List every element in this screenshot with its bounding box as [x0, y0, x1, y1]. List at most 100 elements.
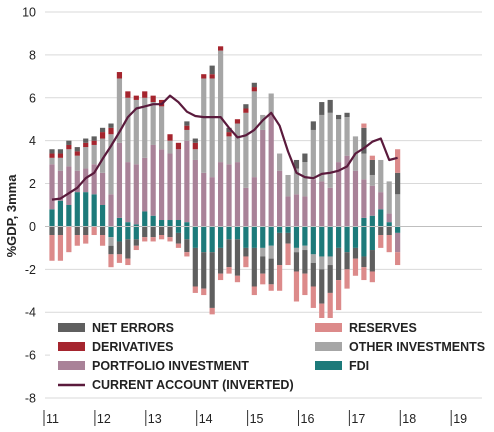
- fdi-bar-segment: [327, 226, 333, 257]
- fdi-bar-segment: [369, 215, 375, 227]
- legend-swatch: [315, 342, 342, 351]
- reserves-bar-segment: [310, 286, 316, 308]
- reserves-bar-segment: [336, 280, 342, 311]
- y-tick-label: -4: [25, 306, 36, 320]
- reserves-bar-segment: [243, 256, 249, 268]
- net-errors-bar-segment: [167, 226, 173, 238]
- x-tick-label: 14: [199, 412, 213, 426]
- derivatives-bar-segment: [184, 125, 190, 130]
- portfolio-bar-segment: [167, 153, 173, 221]
- derivatives-bar-segment: [150, 95, 156, 103]
- legend-label: FDI: [349, 359, 369, 373]
- net-errors-bar-segment: [361, 127, 367, 154]
- net-errors-bar-segment: [293, 252, 300, 272]
- other-bar-segment: [158, 106, 165, 150]
- fdi-bar-segment: [49, 209, 55, 227]
- reserves-bar-segment: [327, 292, 333, 323]
- current-account-line: [51, 94, 398, 201]
- reserves-bar-segment: [167, 237, 173, 242]
- derivatives-bar-segment: [251, 87, 257, 92]
- fdi-bar-segment: [167, 220, 173, 227]
- derivatives-bar-segment: [167, 134, 173, 141]
- legend: NET ERRORS RESERVES DERIVATIVES OTHER INVES…: [50, 318, 488, 394]
- fdi-bar-segment: [251, 226, 257, 248]
- reserves-bar-segment: [361, 123, 367, 128]
- net-errors-bar-segment: [57, 149, 64, 154]
- other-bar-segment: [142, 97, 148, 158]
- x-tick-label: 18: [402, 412, 416, 426]
- reserves-bar-segment: [133, 245, 139, 251]
- fdi-bar-segment: [57, 200, 64, 227]
- net-errors-bar-segment: [251, 82, 257, 88]
- derivatives-bar-segment: [108, 127, 114, 135]
- net-errors-bar-segment: [243, 247, 249, 257]
- derivatives-bar-segment: [49, 153, 55, 158]
- portfolio-bar-segment: [302, 196, 308, 227]
- reserves-bar-segment: [293, 271, 300, 302]
- derivatives-bar-segment: [243, 108, 249, 113]
- other-bar-segment: [91, 144, 97, 165]
- portfolio-bar-segment: [327, 187, 333, 227]
- net-errors-bar-segment: [369, 159, 375, 175]
- net-errors-bar-segment: [66, 140, 72, 145]
- other-bar-segment: [99, 138, 106, 173]
- portfolio-bar-segment: [91, 164, 97, 195]
- fdi-bar-segment: [352, 226, 359, 248]
- y-tick-label: 4: [29, 134, 36, 148]
- reserves-bar-segment: [302, 273, 308, 296]
- fdi-bar-segment: [108, 226, 114, 238]
- net-errors-bar-segment: [319, 269, 325, 304]
- net-errors-bar-segment: [158, 226, 165, 236]
- portfolio-bar-segment: [158, 149, 165, 221]
- net-errors-bar-segment: [310, 262, 316, 287]
- x-tick-label: 12: [97, 412, 111, 426]
- portfolio-bar-segment: [243, 187, 249, 227]
- net-errors-bar-segment: [209, 252, 215, 308]
- other-bar-segment: [57, 157, 64, 171]
- y-tick-label: -2: [25, 263, 36, 277]
- net-errors-bar-segment: [74, 226, 80, 236]
- other-bar-segment: [167, 140, 173, 154]
- portfolio-bar-segment: [192, 159, 198, 227]
- fdi-bar-segment: [125, 222, 131, 227]
- reserves-bar-segment: [150, 237, 156, 242]
- net-errors-bar-segment: [83, 226, 89, 236]
- net-errors-bar-segment: [285, 232, 291, 244]
- other-bar-segment: [378, 159, 384, 193]
- portfolio-bar-segment: [285, 196, 291, 227]
- legend-swatch: [315, 361, 342, 370]
- y-tick-label: 6: [29, 91, 36, 105]
- other-bar-segment: [277, 153, 283, 171]
- other-bar-segment: [74, 155, 80, 171]
- reserves-bar-segment: [91, 226, 97, 236]
- reserves-bar-segment: [125, 258, 131, 266]
- portfolio-bar-segment: [83, 168, 89, 193]
- portfolio-bar-segment: [99, 172, 106, 205]
- net-errors-bar-segment: [184, 121, 190, 126]
- derivatives-bar-segment: [142, 91, 148, 98]
- derivatives-bar-segment: [99, 132, 106, 139]
- net-errors-bar-segment: [293, 159, 300, 169]
- fdi-bar-segment: [99, 205, 106, 227]
- reserves-bar-segment: [218, 273, 224, 281]
- reserves-bar-segment: [260, 273, 266, 285]
- portfolio-bar-segment: [133, 164, 139, 225]
- reserves-bar-segment: [251, 286, 257, 296]
- reserves-bar-segment: [277, 265, 283, 291]
- portfolio-bar-segment: [344, 155, 350, 227]
- portfolio-bar-segment: [395, 232, 401, 253]
- fdi-bar-segment: [226, 226, 232, 240]
- other-bar-segment: [285, 174, 291, 197]
- net-errors-bar-segment: [192, 247, 198, 287]
- fdi-bar-segment: [150, 215, 156, 227]
- fdi-bar-segment: [310, 226, 316, 255]
- stacked-bars: [49, 46, 401, 334]
- reserves-bar-segment: [116, 254, 123, 263]
- fdi-bar-segment: [234, 226, 241, 240]
- derivatives-bar-segment: [192, 142, 198, 150]
- portfolio-bar-segment: [201, 172, 207, 227]
- other-bar-segment: [386, 181, 392, 214]
- net-errors-bar-segment: [327, 265, 333, 293]
- reserves-bar-segment: [268, 284, 274, 291]
- reserves-bar-segment: [378, 235, 384, 248]
